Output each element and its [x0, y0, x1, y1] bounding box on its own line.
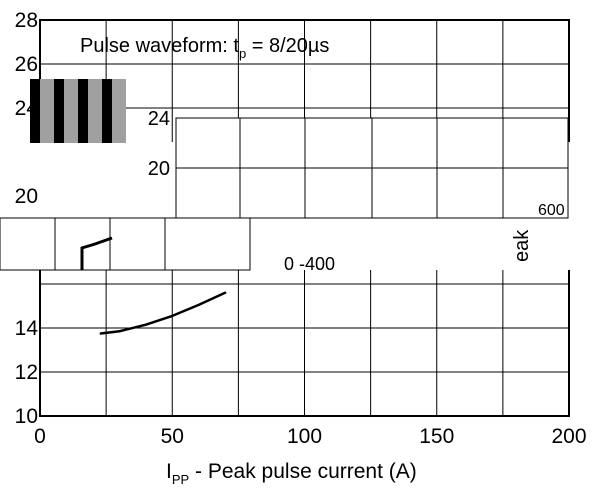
chart-title-subscript: p — [239, 46, 246, 61]
chart-title: Pulse waveform: tp = 8/20µs — [80, 35, 329, 61]
artifact-lower-box — [0, 217, 251, 271]
x-axis-label-main: I — [166, 460, 172, 483]
y-tick-label: 12 — [15, 361, 38, 384]
artifact-stripe — [54, 79, 64, 143]
y-tick-label: 10 — [15, 405, 38, 428]
x-tick-label: 0 — [34, 425, 46, 448]
artifact-text-400: 0 -400 — [284, 254, 335, 274]
series — [99, 291, 227, 335]
artifact-stripe — [78, 79, 88, 143]
x-axis-label: IPP - Peak pulse current (A) — [166, 460, 417, 487]
y-tick-label: 20 — [15, 185, 38, 208]
y-tick-label: 26 — [15, 53, 38, 76]
artifact-lower-curve — [80, 236, 113, 270]
y-tick-label: 14 — [15, 317, 39, 340]
y-tick-label: 24 — [15, 97, 39, 120]
x-tick-labels: 0 50 100 150 200 — [34, 425, 586, 448]
artifact-text-600: 600 — [538, 202, 565, 219]
x-tick-label: 100 — [287, 425, 322, 448]
overlay-artifacts: 24 20 eak 600 0 -400 — [0, 79, 595, 274]
series-line — [99, 291, 227, 335]
x-axis-label-subscript: PP — [172, 472, 189, 487]
x-tick-label: 50 — [161, 425, 184, 448]
y-tick-labels: 10 12 14 20 24 26 28 — [15, 9, 39, 428]
artifact-text-eak: eak — [511, 229, 533, 262]
artifact-inset-tick-20: 20 — [148, 158, 170, 180]
y-tick-label: 28 — [15, 9, 38, 32]
artifact-stripe — [30, 79, 40, 143]
x-axis-label-suffix: - Peak pulse current (A) — [189, 460, 417, 483]
x-tick-label: 150 — [419, 425, 454, 448]
artifact-stripe — [102, 79, 112, 143]
chart-title-suffix: = 8/20µs — [246, 35, 329, 57]
artifact-inset-tick-24: 24 — [148, 108, 170, 130]
chart-title-main: Pulse waveform: t — [80, 35, 239, 57]
x-tick-label: 200 — [551, 425, 586, 448]
